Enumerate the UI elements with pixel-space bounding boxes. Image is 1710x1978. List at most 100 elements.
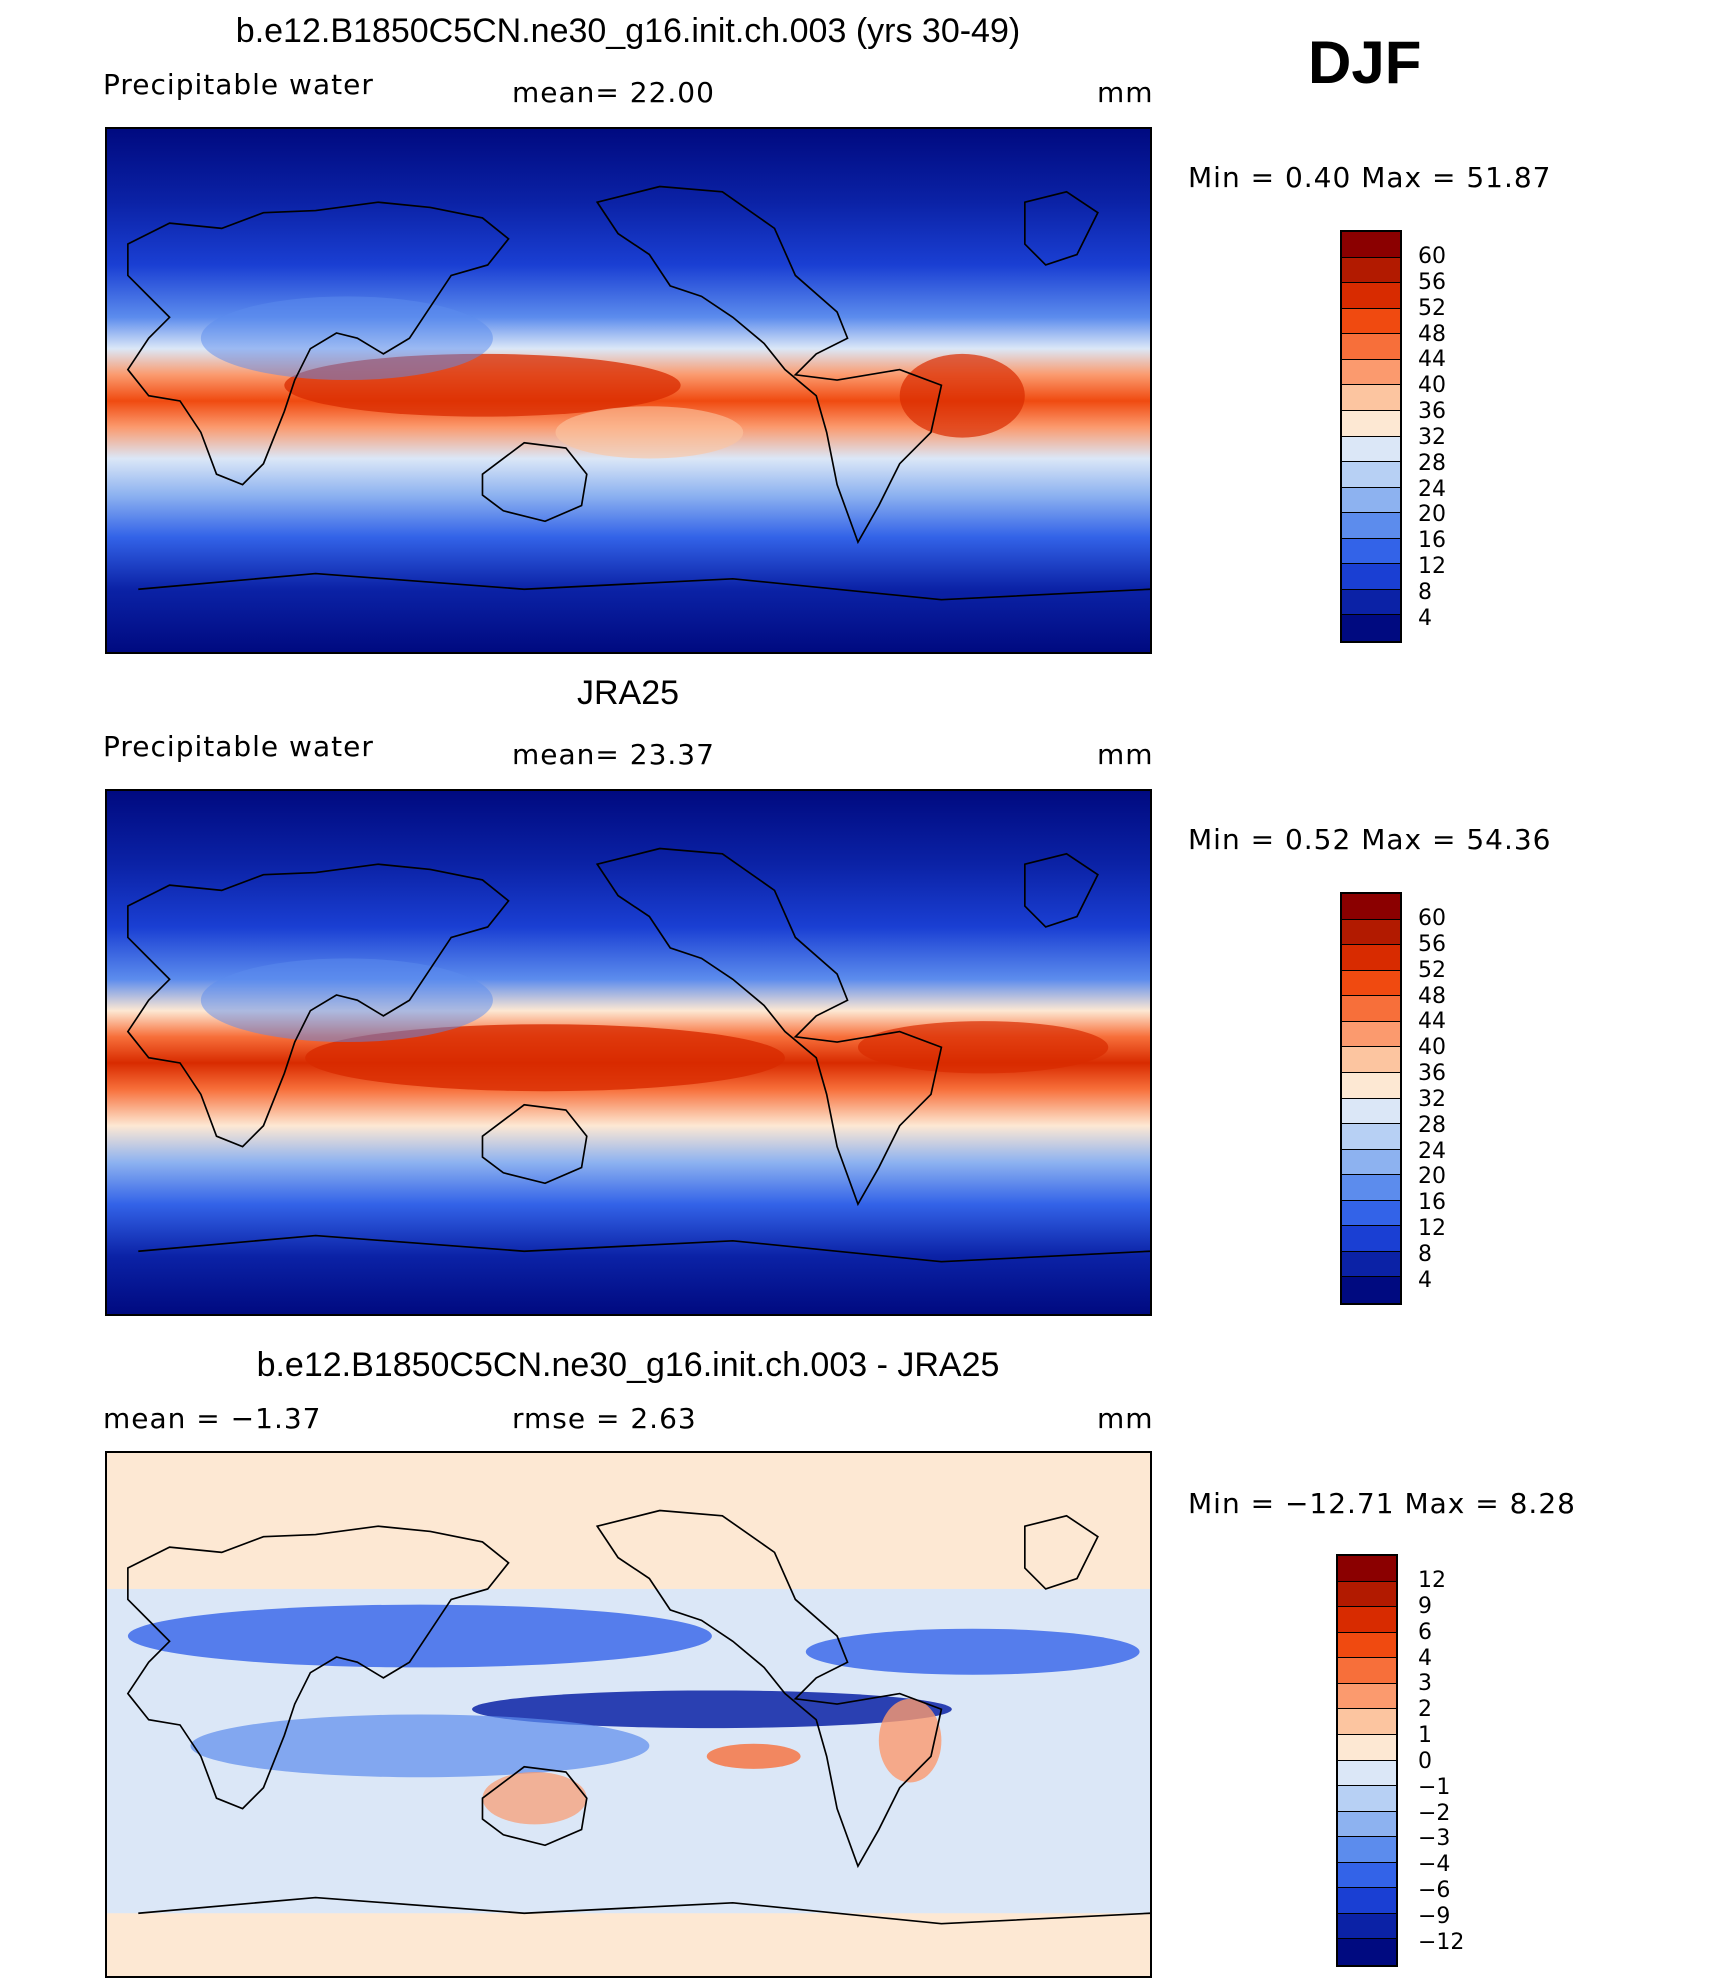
panel-1-colorbar-swatch [1342, 564, 1400, 590]
panel-3-colorbar-swatch [1338, 1862, 1396, 1889]
panel-1-colorbar-label: 24 [1418, 477, 1446, 502]
panel-3-colorbar-label: 4 [1418, 1646, 1432, 1671]
panel-2-map [105, 789, 1152, 1316]
panel-1-colorbar-label: 48 [1418, 322, 1446, 347]
panel-2-colorbar-swatch [1342, 945, 1400, 971]
panel-2-colorbar-label: 48 [1418, 984, 1446, 1009]
panel-3-difference-map [107, 1453, 1150, 1976]
panel-2-colorbar-label: 32 [1418, 1087, 1446, 1112]
panel-3-colorbar-label: −6 [1418, 1878, 1451, 1903]
panel-2-units: mm [1097, 738, 1154, 771]
panel-2-variable: Precipitable water [103, 730, 374, 763]
panel-3-colorbar-label: −3 [1418, 1826, 1451, 1851]
panel-3-colorbar-label: −2 [1418, 1801, 1451, 1826]
panel-3-colorbar-swatch [1338, 1607, 1396, 1633]
panel-2-colorbar-swatch [1342, 894, 1400, 920]
panel-3-units: mm [1097, 1402, 1154, 1435]
panel-1-colorbar-label: 40 [1418, 373, 1446, 398]
panel-2-colorbar-label: 52 [1418, 958, 1446, 983]
panel-3-colorbar-swatch [1338, 1658, 1396, 1684]
panel-3-map [105, 1451, 1152, 1978]
panel-3-colorbar-label: −9 [1418, 1904, 1451, 1929]
panel-1-colorbar-swatch [1342, 462, 1400, 488]
panel-1-colorbar-label: 60 [1418, 244, 1446, 269]
panel-3-colorbar-label: 9 [1418, 1594, 1432, 1619]
panel-1-colorbar-swatch [1342, 283, 1400, 309]
panel-2-colorbar-swatch [1342, 970, 1400, 997]
panel-2-colorbar-swatch [1342, 1149, 1400, 1176]
panel-2-colorbar-swatch [1342, 996, 1400, 1022]
panel-3-title: b.e12.B1850C5CN.ne30_g16.init.ch.003 - J… [256, 1346, 1000, 1384]
panel-2-colorbar-swatch [1342, 1277, 1400, 1303]
panel-2-colorbar-label: 8 [1418, 1242, 1432, 1267]
panel-3-colorbar-label: 12 [1418, 1568, 1446, 1593]
panel-2-mean: mean= 23.37 [512, 738, 715, 771]
panel-2-colorbar [1340, 892, 1402, 1305]
panel-2-colorbar-label: 20 [1418, 1164, 1446, 1189]
panel-3-rmse: rmse = 2.63 [512, 1402, 697, 1435]
panel-2-colorbar-label: 12 [1418, 1216, 1446, 1241]
panel-3-colorbar-swatch [1338, 1939, 1396, 1965]
panel-2-colorbar-swatch [1342, 1098, 1400, 1125]
panel-2-colorbar-label: 60 [1418, 906, 1446, 931]
panel-2-colorbar-label: 40 [1418, 1035, 1446, 1060]
panel-1-colorbar-swatch [1342, 232, 1400, 258]
panel-1-colorbar-label: 32 [1418, 425, 1446, 450]
panel-1-colorbar-label: 16 [1418, 528, 1446, 553]
panel-3-colorbar-label: 3 [1418, 1671, 1432, 1696]
panel-1-map [105, 127, 1152, 654]
panel-1-colorbar-label: 12 [1418, 554, 1446, 579]
panel-1-colorbar-swatch [1342, 615, 1400, 641]
panel-1-colorbar-swatch [1342, 410, 1400, 437]
panel-2-colorbar-swatch [1342, 1072, 1400, 1099]
panel-1-colorbar-swatch [1342, 334, 1400, 360]
panel-1-mean: mean= 22.00 [512, 76, 715, 109]
panel-1-colorbar-swatch [1342, 513, 1400, 539]
panel-3-mean: mean = −1.37 [103, 1402, 322, 1435]
panel-2-colorbar-label: 16 [1418, 1190, 1446, 1215]
panel-1-colorbar-swatch [1342, 385, 1400, 411]
panel-3-colorbar-label: 0 [1418, 1749, 1432, 1774]
panel-1-colorbar-label: 28 [1418, 451, 1446, 476]
panel-1-colorbar [1340, 230, 1402, 643]
panel-2-colorbar-label: 4 [1418, 1268, 1432, 1293]
panel-2-colorbar-swatch [1342, 1200, 1400, 1227]
panel-3-colorbar-label: −1 [1418, 1775, 1451, 1800]
panel-1-colorbar-swatch [1342, 487, 1400, 514]
panel-2-colorbar-label: 24 [1418, 1139, 1446, 1164]
panel-3-colorbar-swatch [1338, 1760, 1396, 1787]
panel-2-colorbar-label: 56 [1418, 932, 1446, 957]
panel-3-colorbar-label: 6 [1418, 1620, 1432, 1645]
panel-1-units: mm [1097, 76, 1154, 109]
panel-2-colorbar-swatch [1342, 919, 1400, 946]
panel-3-colorbar [1336, 1554, 1398, 1967]
panel-1-colorbar-label: 52 [1418, 296, 1446, 321]
panel-1-colorbar-label: 56 [1418, 270, 1446, 295]
panel-1-colorbar-label: 8 [1418, 580, 1432, 605]
panel-3-colorbar-label: −4 [1418, 1852, 1451, 1877]
panel-1-colorbar-swatch [1342, 436, 1400, 463]
panel-2-minmax: Min = 0.52 Max = 54.36 [1188, 823, 1552, 856]
panel-2-colorbar-swatch [1342, 1021, 1400, 1048]
panel-3-colorbar-label: 2 [1418, 1697, 1432, 1722]
panel-3-colorbar-swatch [1338, 1734, 1396, 1761]
panel-1-colorbar-label: 20 [1418, 502, 1446, 527]
panel-1-colorbar-label: 36 [1418, 399, 1446, 424]
panel-2-title: JRA25 [576, 674, 680, 712]
panel-2-colorbar-label: 36 [1418, 1061, 1446, 1086]
panel-1-colorbar-label: 44 [1418, 347, 1446, 372]
panel-1-colorbar-swatch [1342, 257, 1400, 284]
panel-2-field-map [107, 791, 1150, 1314]
panel-1-title: b.e12.B1850C5CN.ne30_g16.init.ch.003 (yr… [235, 12, 1021, 50]
panel-2-colorbar-swatch [1342, 1124, 1400, 1150]
panel-1-field-map [107, 129, 1150, 652]
panel-1-colorbar-swatch [1342, 538, 1400, 565]
panel-3-colorbar-swatch [1338, 1786, 1396, 1812]
panel-3-colorbar-swatch [1338, 1811, 1396, 1838]
panel-1-variable: Precipitable water [103, 68, 374, 101]
panel-2-colorbar-swatch [1342, 1175, 1400, 1201]
panel-1-colorbar-swatch [1342, 589, 1400, 616]
panel-3-colorbar-swatch [1338, 1913, 1396, 1940]
panel-2-colorbar-label: 44 [1418, 1009, 1446, 1034]
panel-3-colorbar-swatch [1338, 1683, 1396, 1710]
